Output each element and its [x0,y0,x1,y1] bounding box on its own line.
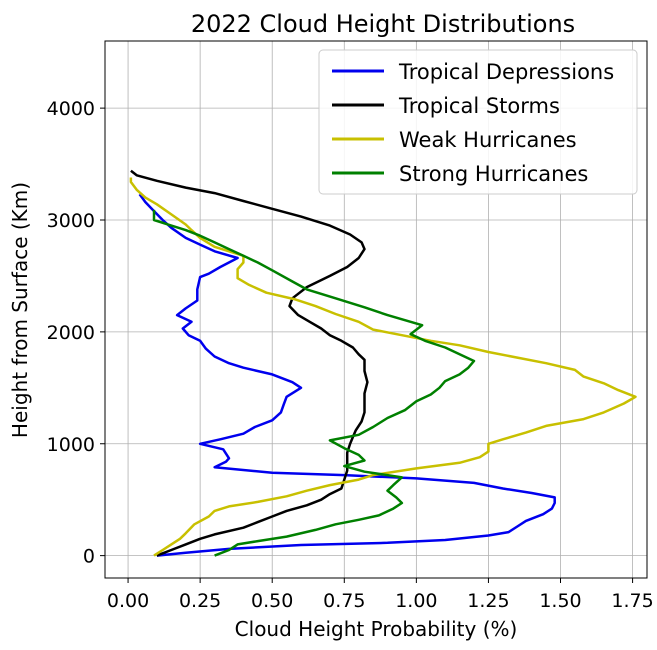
x-tick-label: 1.00 [395,590,437,612]
series-line-tropical-depressions [138,193,556,557]
legend-label-weak-hurricanes: Weak Hurricanes [399,128,577,152]
x-tick-label: 0.75 [323,590,365,612]
y-tick-label: 0 [83,546,95,568]
y-tick-label: 2000 [47,322,95,344]
legend-box [318,49,638,195]
x-tick-label: 1.50 [539,590,581,612]
y-tick-label: 3000 [47,210,95,232]
y-axis-label: Height from Surface (Km) [8,182,32,438]
series-line-weak-hurricanes [129,177,637,557]
x-axis-label: Cloud Height Probability (%) [235,617,518,641]
chart-title: 2022 Cloud Height Distributions [191,10,575,38]
x-axis: 0.00 0.25 0.50 0.75 1.00 1.25 1.50 1.75 [107,578,654,612]
legend-label-tropical-storms: Tropical Storms [398,94,560,118]
y-tick-label: 4000 [47,98,95,120]
x-tick-label: 0.25 [179,590,221,612]
x-tick-label: 0.00 [107,590,149,612]
x-tick-label: 0.50 [251,590,293,612]
legend-label-tropical-depressions: Tropical Depressions [398,60,614,84]
x-tick-label: 1.25 [467,590,509,612]
legend-label-strong-hurricanes: Strong Hurricanes [399,162,588,186]
plot-frame [104,40,648,579]
x-tick-label: 1.75 [611,590,653,612]
series-lines [129,169,637,557]
series-line-strong-hurricanes [152,209,476,557]
y-axis: 0 1000 2000 3000 4000 [47,98,105,568]
y-tick-label: 1000 [47,434,95,456]
legend: Tropical Depressions Tropical Storms Weak … [318,49,638,195]
series-line-tropical-storms [130,169,369,557]
